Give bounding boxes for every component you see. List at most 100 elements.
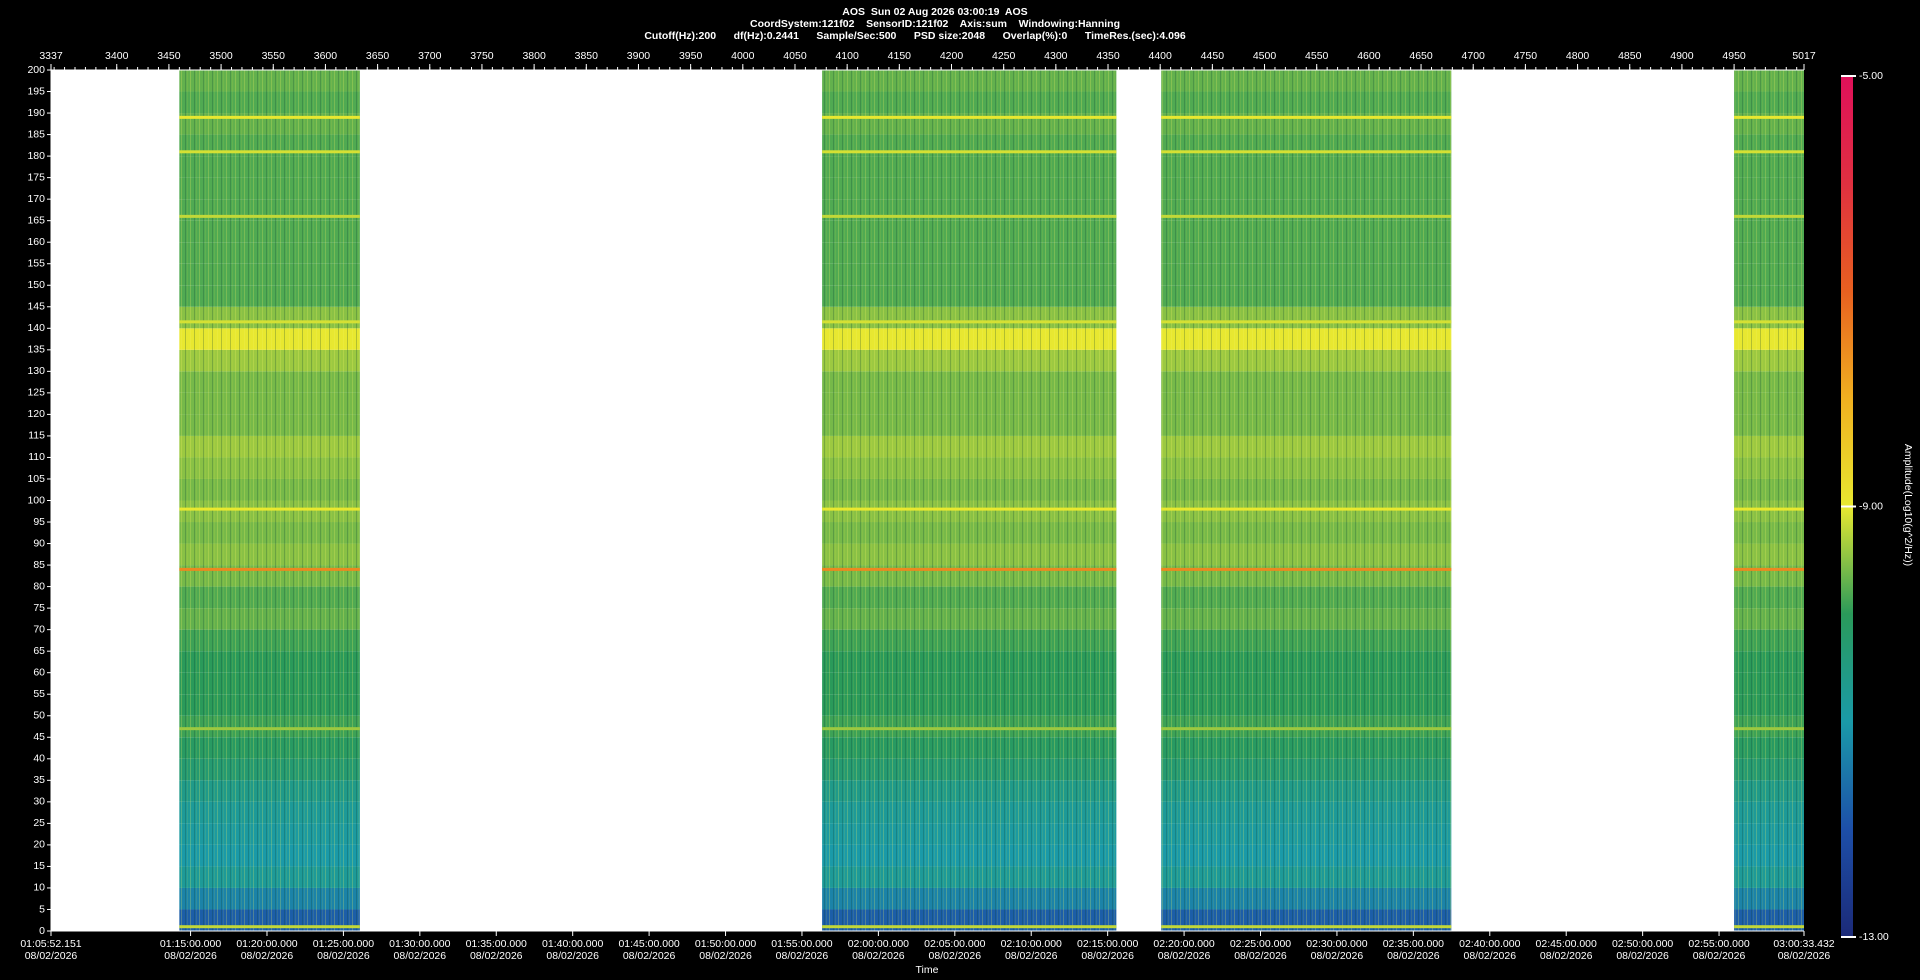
time-tick-label: 02:40:00.000 (1459, 938, 1520, 950)
x-tick-label: 4150 (888, 50, 912, 62)
y-tick-label: 115 (28, 430, 45, 442)
time-tick-label: 01:20:00.000 (236, 938, 297, 950)
y-tick-label: 200 (27, 64, 45, 76)
time-tick-date: 08/02/2026 (699, 950, 752, 962)
x-tick-label: 4700 (1462, 50, 1486, 62)
spectral-line (179, 507, 360, 511)
y-tick-label: 10 (33, 882, 45, 894)
time-tick-label: 01:05:52.151 (20, 938, 81, 950)
x-tick-label: 3550 (262, 50, 286, 62)
x-tick-label: 4050 (783, 50, 807, 62)
time-tick-date: 08/02/2026 (929, 950, 982, 962)
spectral-line (1734, 115, 1804, 119)
spectral-line (1161, 115, 1452, 119)
time-tick-date: 08/02/2026 (394, 950, 447, 962)
y-tick-label: 160 (27, 236, 45, 248)
x-tick-label: 3400 (105, 50, 129, 62)
y-tick-label: 155 (27, 258, 45, 270)
time-tick-date: 08/02/2026 (241, 950, 294, 962)
time-tick-label: 02:25:00.000 (1230, 938, 1291, 950)
spectral-line (822, 507, 1117, 511)
spectral-line (1734, 567, 1804, 571)
spectral-line (179, 150, 360, 154)
time-tick-label: 02:20:00.000 (1153, 938, 1214, 950)
time-tick-date: 08/02/2026 (546, 950, 599, 962)
y-tick-label: 0 (39, 925, 45, 937)
spectral-line (179, 115, 360, 119)
x-tick-label: 3450 (157, 50, 181, 62)
spectral-line (1161, 214, 1452, 218)
time-tick-date: 08/02/2026 (470, 950, 523, 962)
x-tick-label: 4400 (1149, 50, 1173, 62)
spectral-line (179, 320, 360, 324)
y-tick-label: 5 (39, 903, 45, 915)
x-tick-label: 3700 (418, 50, 442, 62)
spectral-line (1734, 925, 1804, 929)
subtitle: CoordSystem:121f02 SensorID:121f02 Axis:… (750, 18, 1120, 30)
spectral-line (179, 727, 360, 731)
time-tick-date: 08/02/2026 (1616, 950, 1669, 962)
time-tick-label: 02:00:00.000 (848, 938, 909, 950)
time-tick-date: 08/02/2026 (1081, 950, 1134, 962)
y-tick-label: 170 (27, 193, 45, 205)
y-tick-label: 120 (27, 408, 45, 420)
texture (822, 70, 1117, 931)
y-tick-label: 80 (33, 580, 45, 592)
spectral-line (1161, 320, 1452, 324)
spectral-line (1734, 214, 1804, 218)
time-tick-date: 08/02/2026 (1158, 950, 1211, 962)
texture (1734, 70, 1804, 931)
time-tick-label: 01:45:00.000 (618, 938, 679, 950)
spectral-line (1161, 567, 1452, 571)
x-tick-label: 3800 (522, 50, 546, 62)
time-tick-label: 01:30:00.000 (389, 938, 450, 950)
time-tick-date: 08/02/2026 (852, 950, 905, 962)
time-tick-date: 08/02/2026 (1234, 950, 1287, 962)
x-tick-label: 4350 (1096, 50, 1120, 62)
time-tick-label: 02:05:00.000 (924, 938, 985, 950)
y-tick-label: 35 (33, 774, 45, 786)
spectral-line (1734, 320, 1804, 324)
time-tick-date: 08/02/2026 (1005, 950, 1058, 962)
y-tick-label: 40 (33, 753, 45, 765)
time-tick-date: 08/02/2026 (1693, 950, 1746, 962)
x-tick-label: 3500 (209, 50, 233, 62)
y-tick-label: 100 (27, 494, 45, 506)
spectral-line (1161, 150, 1452, 154)
spectral-line (1734, 150, 1804, 154)
time-tick-date: 08/02/2026 (1778, 950, 1831, 962)
y-tick-label: 140 (27, 322, 45, 334)
spectral-line (822, 567, 1117, 571)
y-tick-label: 175 (27, 171, 45, 183)
x-tick-label: 4250 (992, 50, 1016, 62)
y-tick-label: 15 (33, 860, 45, 872)
y-tick-label: 110 (28, 451, 45, 463)
y-tick-label: 180 (27, 150, 45, 162)
y-tick-label: 185 (27, 128, 45, 140)
x-tick-label: 4200 (940, 50, 964, 62)
x-tick-label: 3750 (470, 50, 494, 62)
y-tick-label: 85 (33, 559, 45, 571)
colorbar-label: Amplitude(Log10(g^2/Hz)) (1902, 444, 1914, 566)
x-tick-label: 4550 (1305, 50, 1329, 62)
y-tick-label: 195 (27, 85, 45, 97)
x-tick-label: 4900 (1670, 50, 1694, 62)
x-tick-label: 3900 (627, 50, 651, 62)
spectral-line (822, 115, 1117, 119)
y-tick-label: 20 (33, 839, 45, 851)
time-tick-date: 08/02/2026 (164, 950, 217, 962)
x-tick-label: 3337 (39, 50, 63, 62)
y-tick-label: 60 (33, 666, 45, 678)
spectral-line (1161, 727, 1452, 731)
y-tick-label: 105 (27, 473, 45, 485)
x-tick-label: 4100 (835, 50, 859, 62)
spectral-line (822, 925, 1117, 929)
spectral-line (179, 925, 360, 929)
time-tick-date: 08/02/2026 (1540, 950, 1593, 962)
time-tick-date: 08/02/2026 (25, 950, 78, 962)
title: AOS Sun 02 Aug 2026 03:00:19 AOS (842, 6, 1027, 18)
y-tick-label: 55 (33, 688, 45, 700)
parameters: Cutoff(Hz):200 df(Hz):0.2441 Sample/Sec:… (644, 30, 1185, 42)
x-tick-label: 4750 (1514, 50, 1538, 62)
x-tick-label: 3600 (314, 50, 338, 62)
